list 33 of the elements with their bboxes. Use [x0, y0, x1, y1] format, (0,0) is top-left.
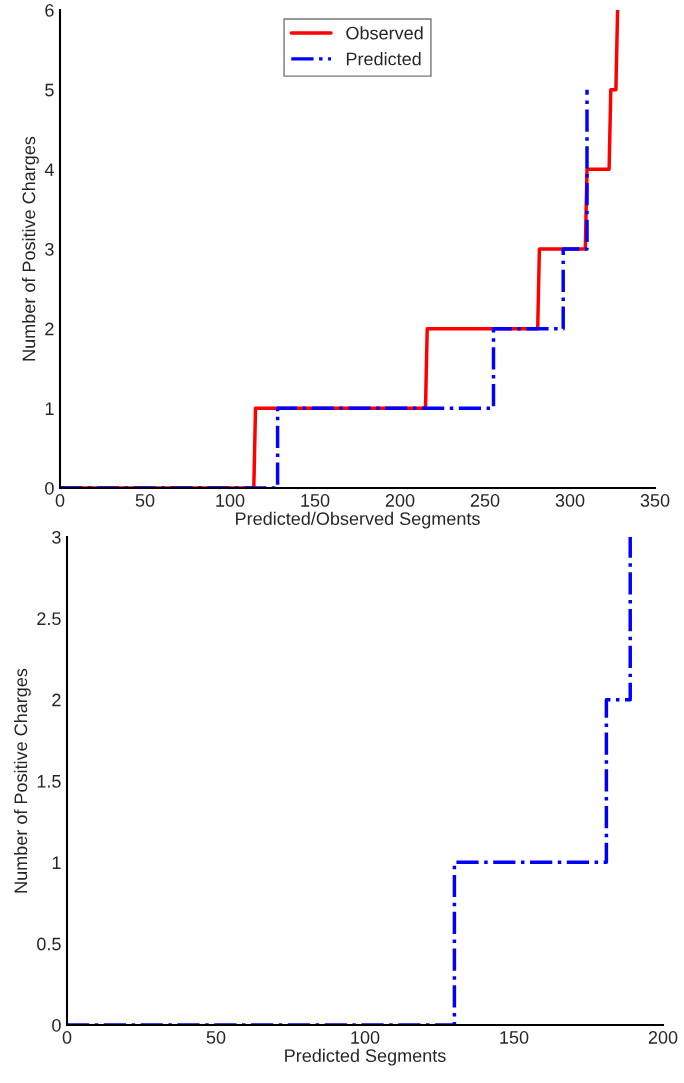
x-tick-label: 100: [216, 494, 245, 507]
y-tick-label: 2.5: [37, 612, 61, 626]
y-tick-label: 6: [45, 3, 54, 17]
x-tick-label: 300: [555, 494, 585, 507]
y-tick-label: 4: [44, 163, 54, 176]
y-axis-title: Number of Positive Charges: [22, 136, 39, 361]
y-tick-label: 3: [52, 530, 61, 544]
y-tick-label: 2: [52, 693, 61, 707]
legend-label: Observed: [346, 26, 423, 40]
legend-label: Predicted: [346, 52, 421, 66]
y-tick-label: 2: [45, 322, 54, 336]
y-tick-label: 0: [52, 1018, 61, 1032]
x-axis-title: Predicted Segments: [285, 1048, 446, 1066]
y-tick-label: 1: [52, 856, 61, 869]
x-tick-label: 350: [640, 494, 670, 507]
y-tick-label: 0: [45, 481, 54, 495]
y-tick-label: 0.5: [37, 937, 61, 951]
x-tick-label: 150: [500, 1031, 529, 1044]
x-tick-label: 250: [470, 494, 500, 507]
x-tick-label: 0: [62, 1031, 72, 1044]
x-axis-title: Predicted/Observed Segments: [236, 511, 480, 529]
y-tick-label: 5: [45, 83, 54, 97]
x-tick-label: 150: [301, 494, 330, 507]
y-tick-label: 1: [45, 402, 54, 415]
x-tick-label: 50: [135, 494, 155, 507]
y-tick-label: 1.5: [37, 775, 61, 788]
x-tick-label: 200: [648, 1031, 678, 1044]
y-tick-label: 3: [45, 242, 54, 256]
x-tick-label: 100: [351, 1031, 380, 1044]
y-axis-title: Number of Positive Charges: [13, 668, 31, 893]
line-series: [60, 87, 589, 488]
x-tick-label: 200: [385, 494, 415, 507]
x-tick-label: 50: [206, 1031, 226, 1044]
